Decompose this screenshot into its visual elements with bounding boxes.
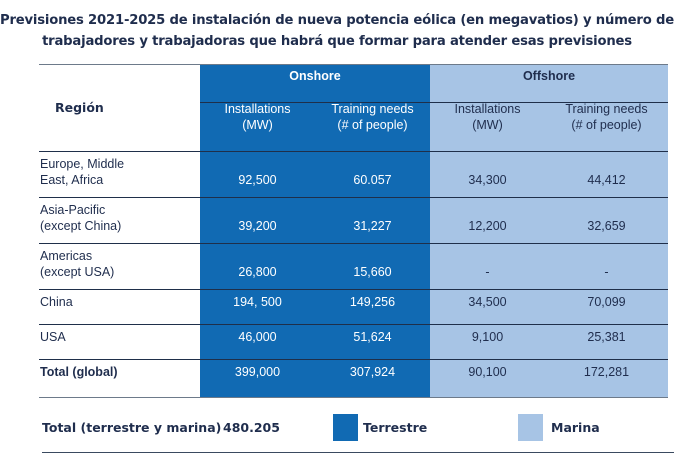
offshore-training-cell: 172,281	[583, 365, 630, 379]
total-value: 480.205	[223, 420, 280, 435]
header-line: Installations	[224, 102, 291, 116]
wind-forecast-table: Región Onshore Offshore Installations (M…	[39, 64, 668, 398]
table-top-rule	[39, 64, 668, 65]
table-bottom-rule	[39, 397, 668, 398]
offshore-installations-cell: 90,100	[468, 365, 507, 379]
header-line: Training needs	[331, 102, 414, 116]
onshore-training-cell: 31,227	[353, 219, 392, 233]
offshore-installations-cell: 9,100	[471, 330, 504, 344]
region-cell: Europe, Middle East, Africa	[40, 156, 124, 188]
offshore-installations-cell: 34,300	[468, 173, 507, 187]
onshore-installations-cell: 46,000	[238, 330, 277, 344]
offshore-installations-cell: 34,500	[468, 295, 507, 309]
offshore-training-header: Training needs (# of people)	[545, 101, 668, 133]
legend-swatch-terrestre	[333, 414, 358, 441]
legend-swatch-marina	[518, 414, 543, 441]
onshore-training-header: Training needs (# of people)	[315, 101, 430, 133]
region-line: China	[40, 295, 73, 309]
offshore-installations-cell: 12,200	[468, 219, 507, 233]
footer-legend: Total (terrestre y marina) 480.205 Terre…	[0, 410, 674, 453]
region-line: East, Africa	[40, 173, 104, 187]
onshore-installations-header: Installations (MW)	[200, 101, 315, 133]
offshore-training-cell: 44,412	[587, 173, 626, 187]
offshore-installations-cell: -	[485, 265, 490, 279]
region-column-header: Región	[55, 100, 104, 115]
header-line: (MW)	[242, 118, 273, 132]
region-line: Asia-Pacific	[40, 203, 106, 217]
row-divider	[39, 289, 668, 290]
total-label: Total (terrestre y marina)	[42, 420, 222, 435]
header-line: (MW)	[472, 118, 503, 132]
onshore-training-cell: 51,624	[353, 330, 392, 344]
offshore-training-cell: 70,099	[587, 295, 626, 309]
onshore-group-header: Onshore	[289, 69, 341, 83]
legend-label-marina: Marina	[551, 420, 600, 435]
header-bottom-rule	[39, 151, 668, 152]
title-line-2: trabajadores y trabajadoras que habrá qu…	[42, 34, 632, 49]
region-line: (except China)	[40, 219, 122, 233]
region-cell: China	[40, 294, 73, 310]
region-cell: USA	[40, 329, 66, 345]
header-line: Installations	[454, 102, 521, 116]
title-line-1: Previsiones 2021-2025 de instalación de …	[0, 13, 674, 28]
row-divider	[39, 359, 668, 360]
onshore-installations-cell: 26,800	[238, 265, 277, 279]
offshore-training-cell: -	[604, 265, 609, 279]
footer-bottom-rule	[42, 452, 674, 453]
onshore-training-cell: 307,924	[349, 365, 396, 379]
region-cell: Asia-Pacific (except China)	[40, 202, 121, 234]
onshore-installations-cell: 92,500	[238, 173, 277, 187]
onshore-installations-cell: 39,200	[238, 219, 277, 233]
region-cell: Total (global)	[40, 364, 118, 380]
onshore-column-band	[200, 64, 430, 398]
region-line: Europe, Middle	[40, 157, 125, 171]
offshore-installations-header: Installations (MW)	[430, 101, 545, 133]
onshore-training-cell: 149,256	[349, 295, 396, 309]
region-line: USA	[40, 330, 66, 344]
header-line: (# of people)	[337, 118, 408, 132]
offshore-training-cell: 25,381	[587, 330, 626, 344]
offshore-column-band	[430, 64, 668, 398]
offshore-group-header: Offshore	[522, 69, 576, 83]
onshore-training-cell: 60.057	[353, 173, 392, 187]
onshore-training-cell: 15,660	[353, 265, 392, 279]
legend-label-terrestre: Terrestre	[363, 420, 428, 435]
header-line: (# of people)	[571, 118, 642, 132]
row-divider	[39, 243, 668, 244]
onshore-installations-cell: 194, 500	[233, 295, 282, 309]
group-header-divider	[200, 102, 668, 103]
page-title: Previsiones 2021-2025 de instalación de …	[0, 10, 674, 52]
region-line: (except USA)	[40, 265, 115, 279]
offshore-training-cell: 32,659	[587, 219, 626, 233]
region-line: Americas	[40, 249, 93, 263]
region-line: Total (global)	[40, 365, 118, 379]
onshore-installations-cell: 399,000	[234, 365, 281, 379]
row-divider	[39, 324, 668, 325]
header-line: Training needs	[565, 102, 648, 116]
region-cell: Americas (except USA)	[40, 248, 114, 280]
row-divider	[39, 197, 668, 198]
